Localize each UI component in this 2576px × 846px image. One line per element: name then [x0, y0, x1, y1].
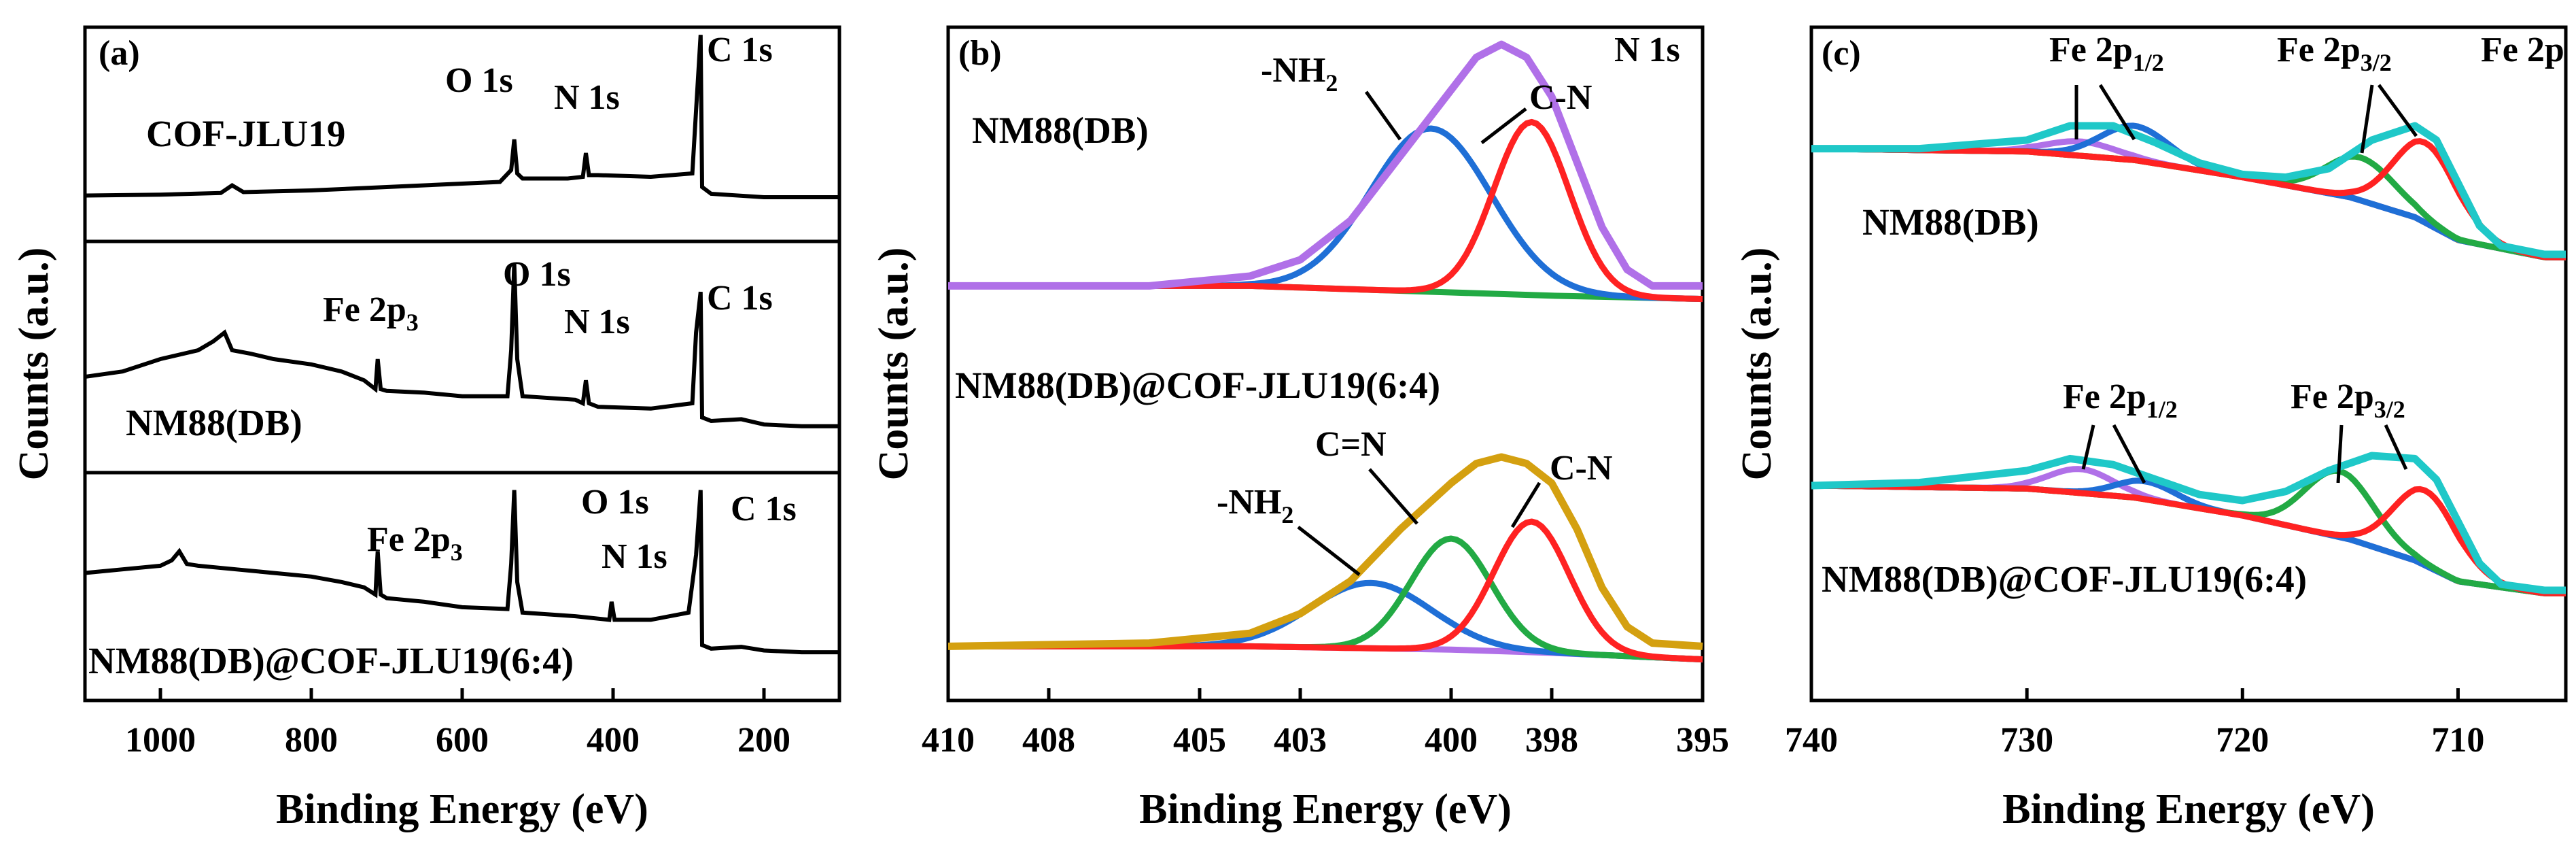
panel-b-label-nh2-bottom: -NH2	[1217, 483, 1293, 528]
panel-c-xtick-label-730: 730	[2000, 721, 2053, 760]
panel-a-peak-n1s-1: N 1s	[554, 78, 620, 117]
panel-a-xtick-label-1000: 1000	[125, 721, 196, 760]
panel-b-leader-nh2-bottom	[1297, 526, 1361, 576]
panel-c-sample-1-series-fe-2p3-2	[1811, 482, 2566, 596]
panel-a-peak-fe2p3-3: Fe 2p3	[367, 520, 463, 566]
panel-b-sample-0-series-fit	[948, 40, 1703, 290]
panel-a-sample-label-nm88: NM88(DB)	[126, 402, 302, 443]
panel-b-label: (b)	[958, 34, 1002, 73]
panel-a-sample-label-cof: COF-JLU19	[146, 113, 345, 154]
panel-c-label-fe2p32-bottom: Fe 2p3/2	[2291, 377, 2405, 423]
panel-c-ylabel: Counts (a.u.)	[1734, 248, 1780, 481]
panel-a-sample-label-composite: NM88(DB)@COF-JLU19(6:4)	[88, 640, 574, 681]
panel-b-leader-cn-bottom	[1510, 481, 1542, 528]
panel-b-xtick-label-408: 408	[1022, 721, 1075, 760]
panel-b-sample-1-series-fit	[947, 453, 1703, 650]
panel-c-label-fe2p12-top: Fe 2p1/2	[2049, 31, 2164, 76]
panel-b: (b) N 1s 410 408 405 403 400 398 395 Counts (a…	[871, 25, 1729, 832]
panel-b-label-cn-dbl: C=N	[1315, 425, 1387, 464]
panel-b-label-cn-top: C-N	[1529, 78, 1592, 117]
panel-c-sample-label-bottom: NM88(DB)@COF-JLU19(6:4)	[1822, 558, 2307, 600]
panel-b-xtick-label-398: 398	[1525, 721, 1578, 760]
panel-b-ylabel: Counts (a.u.)	[871, 248, 917, 481]
panel-c: (c) Fe 2p 740 730 720 710 Counts (a.u.) Bin…	[1734, 25, 2568, 832]
panel-b-xtick-label-405: 405	[1173, 721, 1226, 760]
panel-a-xtick-label-400: 400	[587, 721, 640, 760]
panel-a-xtick-label-800: 800	[285, 721, 338, 760]
panel-a-xlabel: Binding Energy (eV)	[276, 786, 648, 832]
panel-c-xtick-label-710: 710	[2431, 721, 2484, 760]
panel-b-leader-cn-top	[1480, 107, 1527, 144]
panel-c-leader-fe2p32-top-b	[2377, 84, 2418, 137]
panel-c-title: Fe 2p	[2481, 31, 2564, 69]
panel-c-sample-1-series-fit	[1811, 452, 2566, 594]
panel-c-label-fe2p32-top: Fe 2p3/2	[2277, 31, 2392, 76]
panel-a-peak-o1s-1: O 1s	[445, 61, 513, 100]
panel-b-title: N 1s	[1614, 31, 1680, 69]
panel-b-frame	[946, 25, 1705, 703]
panel-b-label-cn-bottom: C-N	[1550, 449, 1612, 488]
panel-a-xtick-label-200: 200	[737, 721, 790, 760]
panel-c-leader-fe2p12-top-b	[2098, 84, 2136, 141]
panel-c-xtick-label-740: 740	[1785, 721, 1838, 760]
panel-c-sample-label-top: NM88(DB)	[1862, 201, 2039, 243]
panel-a-ylabel: Counts (a.u.)	[11, 248, 57, 481]
panel-c-sample-0-series-fit	[1811, 122, 2566, 258]
panel-a-peak-c1s-3: C 1s	[731, 490, 797, 528]
panel-b-xtick-label-403: 403	[1274, 721, 1327, 760]
panel-b-leader-nh2-top	[1364, 90, 1402, 141]
panel-a-label: (a)	[99, 34, 140, 73]
panel-a-peak-n1s-2: N 1s	[564, 303, 630, 341]
panel-c-frame	[1809, 25, 2568, 703]
panel-b-label-nh2-top: -NH2	[1261, 51, 1338, 97]
panel-c-leader-fe2p32-top-a	[2360, 84, 2374, 154]
panel-c-label-fe2p12-bottom: Fe 2p1/2	[2063, 377, 2178, 423]
panel-b-sample-label-bottom: NM88(DB)@COF-JLU19(6:4)	[955, 365, 1440, 406]
panel-a-peak-o1s-2: O 1s	[503, 255, 571, 294]
panel-b-xtick-label-400: 400	[1425, 721, 1478, 760]
panel-a: (a) 1000 800 600 400 200 Counts (a.u.) Bindi…	[11, 25, 841, 832]
panel-b-sample-1-series-c-n	[948, 518, 1703, 663]
panel-a-series-2	[84, 490, 839, 655]
panel-c-leader-fe2p12-bottom-a	[2081, 424, 2095, 470]
panel-b-xtick-label-395: 395	[1676, 721, 1729, 760]
panel-b-sample-label-top: NM88(DB)	[972, 109, 1149, 151]
panel-b-xtick-label-410: 410	[922, 721, 975, 760]
panel-a-xtick-label-600: 600	[436, 721, 489, 760]
panel-c-xlabel: Binding Energy (eV)	[2002, 786, 2375, 832]
panel-b-xlabel: Binding Energy (eV)	[1139, 786, 1512, 832]
panel-a-peak-c1s-2: C 1s	[707, 279, 773, 318]
panel-b-sample-0-series--nh2	[948, 125, 1703, 303]
panel-a-series-1	[84, 263, 839, 428]
panel-b-leader-cn-dbl	[1368, 468, 1418, 525]
panel-c-xtick-label-720: 720	[2216, 721, 2269, 760]
panel-a-peak-fe2p3-2: Fe 2p3	[323, 290, 419, 336]
panel-a-series-0	[84, 35, 839, 199]
panel-c-label: (c)	[1822, 34, 1861, 73]
panel-a-peak-o1s-3: O 1s	[581, 483, 649, 522]
panel-c-leader-fe2p12-bottom-b	[2112, 424, 2146, 484]
panel-c-leader-fe2p32-bottom-a	[2336, 424, 2344, 484]
panel-a-peak-n1s-3: N 1s	[602, 537, 667, 576]
panel-a-peak-c1s-1: C 1s	[707, 31, 773, 69]
panel-c-leader-fe2p32-bottom-b	[2384, 424, 2408, 471]
